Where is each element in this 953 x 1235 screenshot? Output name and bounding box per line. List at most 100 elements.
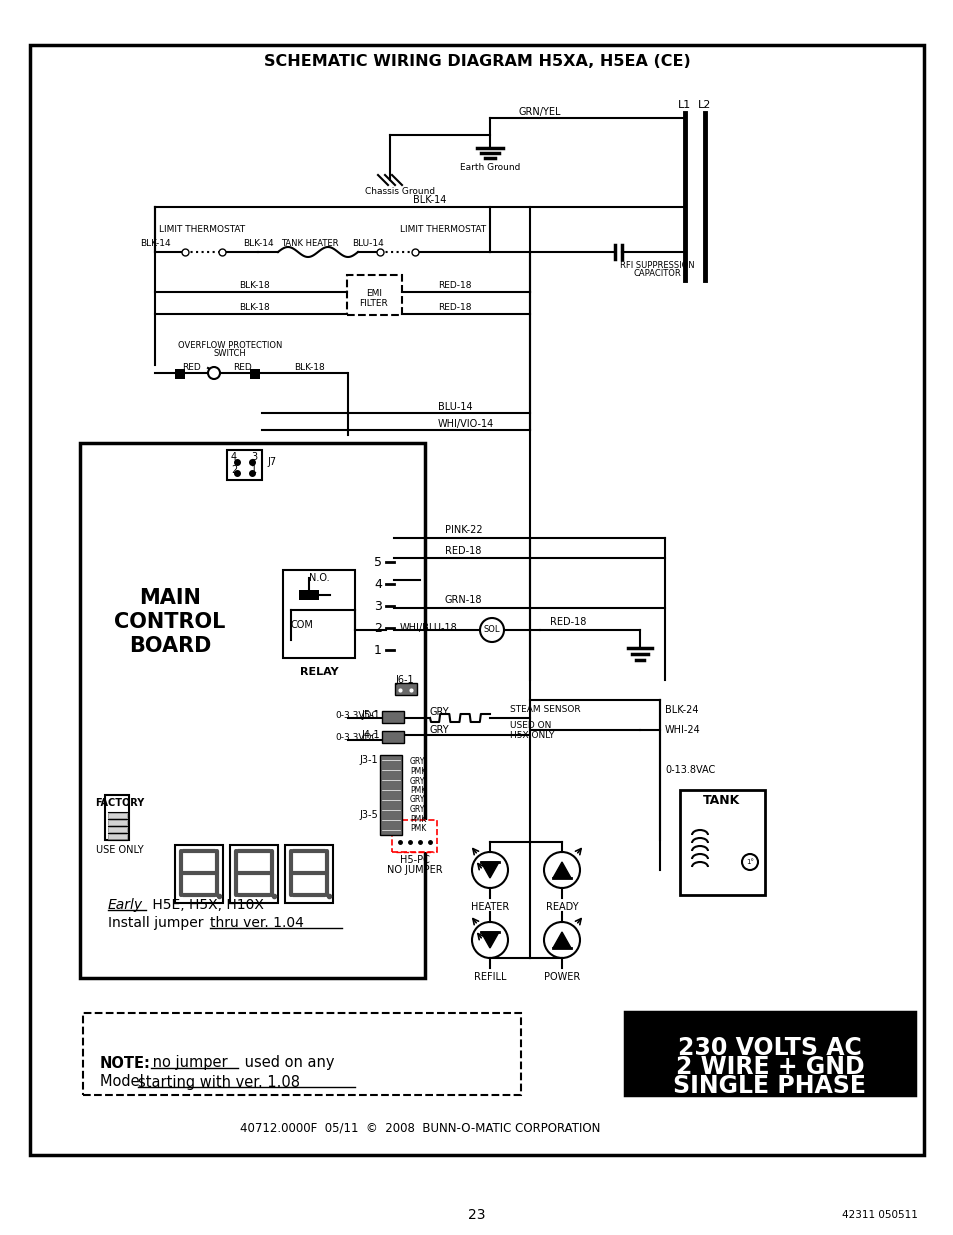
Text: BLK-18: BLK-18 [239,282,270,290]
Text: H5-PC: H5-PC [399,855,430,864]
Text: GRY: GRY [410,757,425,767]
Circle shape [472,923,507,958]
Text: TANK HEATER: TANK HEATER [281,240,338,248]
Text: thru ver. 1.04: thru ver. 1.04 [210,916,304,930]
Text: RED-18: RED-18 [444,546,481,556]
Text: SOL: SOL [483,625,499,635]
Text: 230 VOLTS AC: 230 VOLTS AC [678,1036,861,1060]
Bar [230,845,277,903]
Text: J5-1: J5-1 [361,710,379,720]
Text: LIMIT THERMOSTAT: LIMIT THERMOSTAT [399,226,485,235]
Bar [80,443,424,978]
Text: 40712.0000F  05/11  ©  2008  BUNN-O-MATIC CORPORATION: 40712.0000F 05/11 © 2008 BUNN-O-MATIC CO… [239,1121,599,1135]
Text: J6-1: J6-1 [395,676,414,685]
Text: 4: 4 [374,578,381,590]
Bar [381,711,403,722]
Bar [347,275,401,315]
Bar [108,834,127,839]
Bar [108,813,127,818]
Text: COM: COM [291,620,314,630]
Text: 4: 4 [231,452,236,462]
Bar [174,845,223,903]
Text: RED-18: RED-18 [437,304,471,312]
Text: H5E, H5X, H10X: H5E, H5X, H10X [148,898,264,911]
Circle shape [543,852,579,888]
Text: BLU-14: BLU-14 [437,403,472,412]
Text: EMI: EMI [366,289,381,299]
Text: GRN-18: GRN-18 [444,595,482,605]
Text: H5X ONLY: H5X ONLY [510,730,554,740]
Bar [679,790,764,895]
Text: SWITCH: SWITCH [213,350,246,358]
Text: BLK-14: BLK-14 [242,240,273,248]
Bar [83,1013,520,1095]
Circle shape [208,367,220,379]
Bar [283,571,355,658]
Bar [379,755,401,835]
Polygon shape [480,932,498,948]
Text: READY: READY [545,902,578,911]
Bar [30,44,923,1155]
Text: FACTORY: FACTORY [95,798,145,808]
Text: USE ONLY: USE ONLY [96,845,144,855]
Polygon shape [553,932,571,948]
Text: GRY: GRY [430,725,449,735]
Text: WHI-24: WHI-24 [664,725,700,735]
Text: GRN/YEL: GRN/YEL [518,107,560,117]
Bar [395,683,416,695]
Text: no jumper: no jumper [148,1056,228,1071]
Text: WHI/BLU-18: WHI/BLU-18 [399,622,457,634]
Bar [174,369,185,379]
Text: GRY: GRY [410,795,425,804]
Text: GRY: GRY [410,777,425,785]
Text: 23: 23 [468,1208,485,1221]
Text: L2: L2 [698,100,711,110]
Text: PMK: PMK [410,815,426,824]
Text: GRY: GRY [410,805,425,814]
Text: RED-18: RED-18 [550,618,586,627]
Text: Install jumper: Install jumper [108,916,208,930]
Text: 2 WIRE + GND: 2 WIRE + GND [675,1055,863,1079]
Text: 5: 5 [374,556,381,568]
Text: POWER: POWER [543,972,579,982]
Circle shape [479,618,503,642]
Text: Early: Early [108,898,143,911]
Text: SCHEMATIC WIRING DIAGRAM H5XA, H5EA (CE): SCHEMATIC WIRING DIAGRAM H5XA, H5EA (CE) [263,54,690,69]
Text: J7: J7 [267,457,275,467]
Text: L1: L1 [678,100,691,110]
Text: 0-3.3VDC: 0-3.3VDC [335,732,377,741]
Text: CAPACITOR: CAPACITOR [633,268,680,278]
Text: LIMIT THERMOSTAT: LIMIT THERMOSTAT [159,226,245,235]
Polygon shape [553,862,571,878]
Text: STEAM SENSOR: STEAM SENSOR [510,705,580,715]
Text: REFILL: REFILL [474,972,506,982]
Text: J4-1: J4-1 [361,730,379,740]
Text: USED ON: USED ON [510,720,551,730]
Text: FILTER: FILTER [359,299,388,308]
Text: J3-5: J3-5 [359,810,377,820]
Text: GRY: GRY [430,706,449,718]
Text: RED: RED [233,363,253,372]
Text: 0-13.8VAC: 0-13.8VAC [664,764,715,776]
Text: BLU-14: BLU-14 [352,240,383,248]
Text: RED: RED [182,363,201,372]
Text: 3: 3 [374,599,381,613]
Text: RED-18: RED-18 [437,282,471,290]
Text: CONTROL: CONTROL [114,613,226,632]
Circle shape [741,853,758,869]
Bar [108,827,127,832]
Text: Earth Ground: Earth Ground [459,163,519,172]
Text: 1: 1 [374,643,381,657]
Text: 2: 2 [231,466,237,475]
Text: SINGLE PHASE: SINGLE PHASE [673,1074,865,1098]
Text: MAIN: MAIN [139,588,201,608]
Circle shape [472,852,507,888]
Circle shape [543,923,579,958]
Text: PMK: PMK [410,824,426,832]
Text: PMK: PMK [410,767,426,776]
Text: NO JUMPER: NO JUMPER [387,864,442,876]
Bar [105,795,129,840]
Bar [108,820,127,825]
Text: BLK-18: BLK-18 [294,363,325,372]
Text: N.O.: N.O. [309,573,329,583]
